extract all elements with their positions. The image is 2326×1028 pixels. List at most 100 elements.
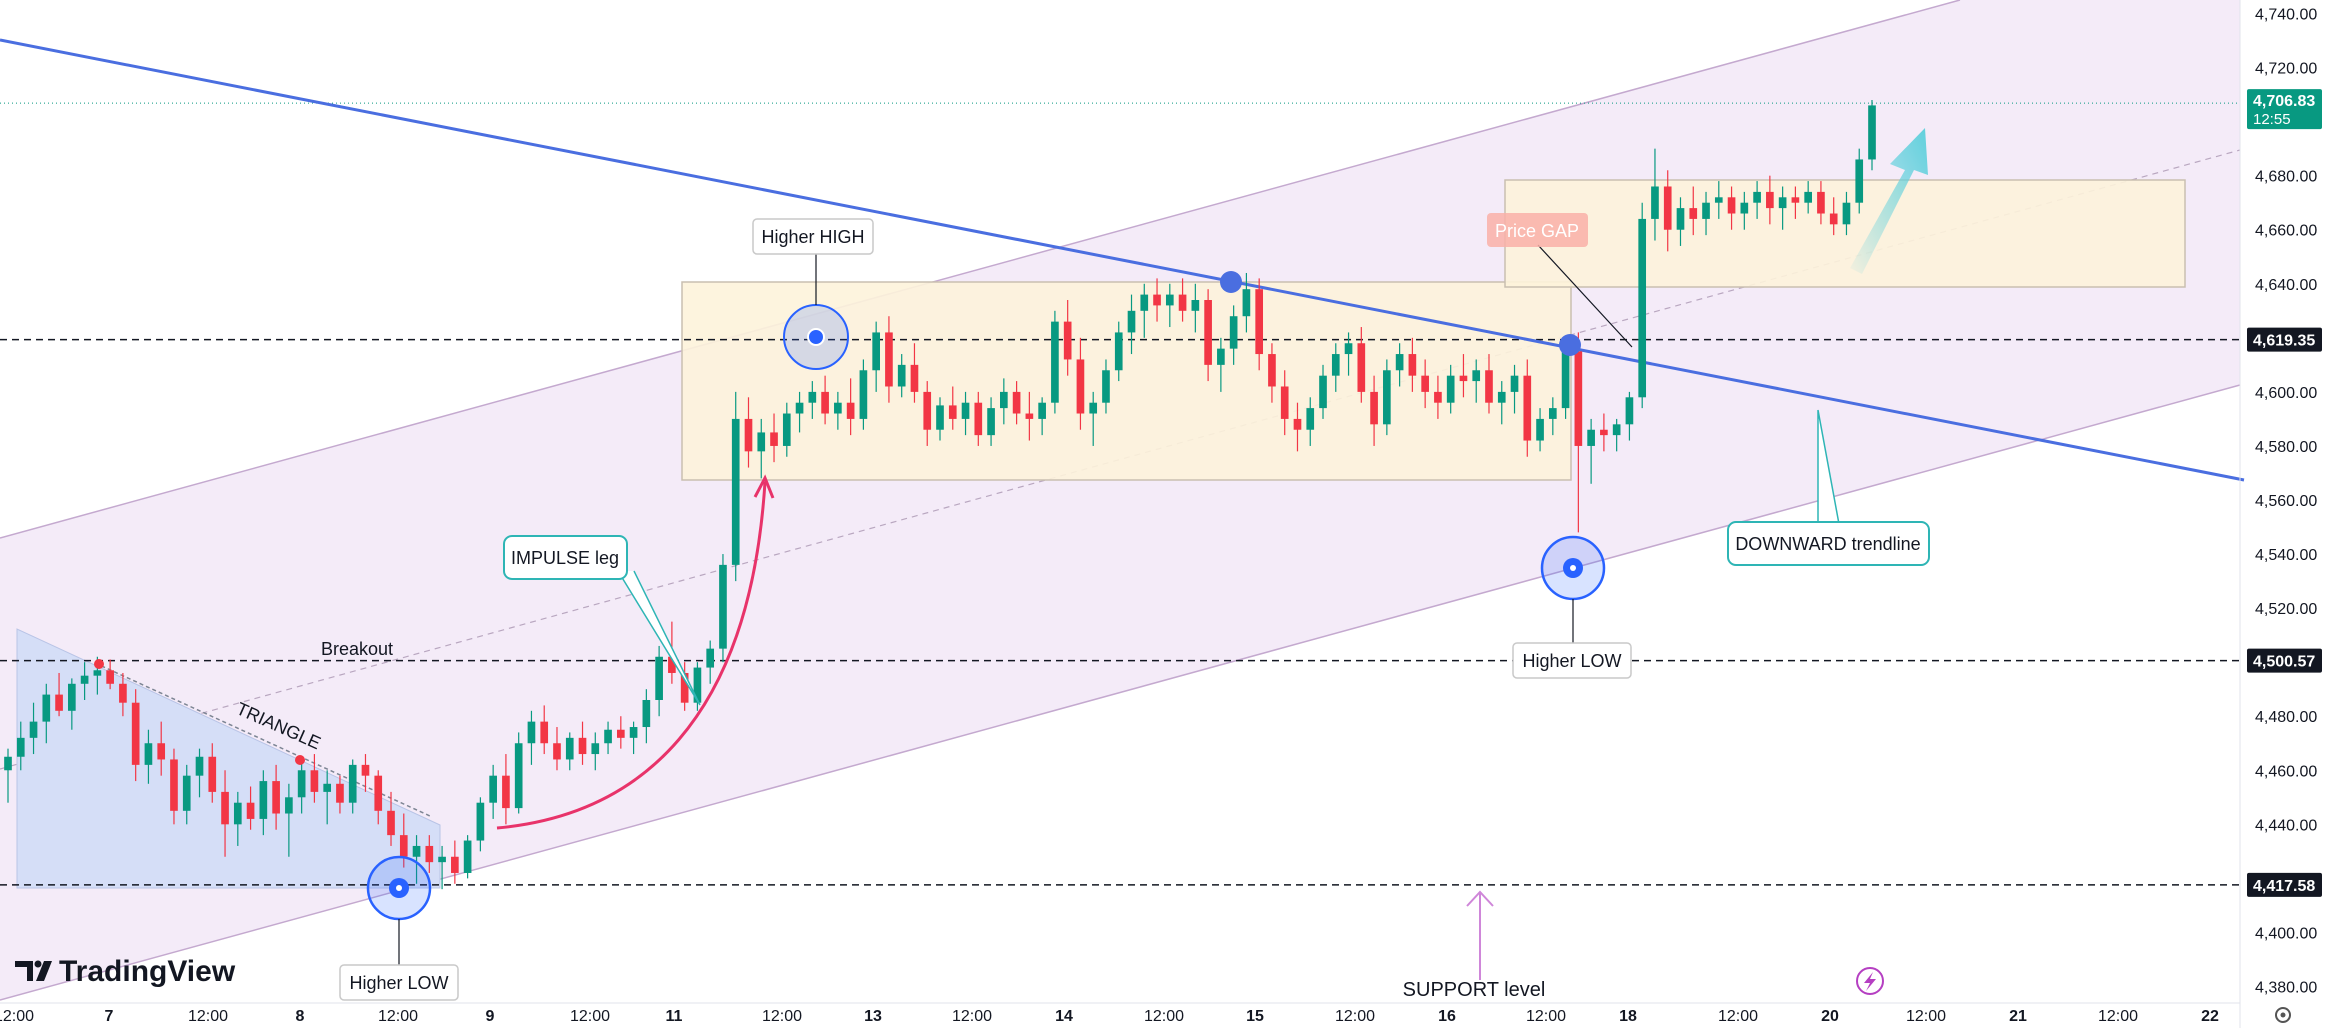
candle: [578, 721, 587, 765]
candle-body: [629, 727, 638, 738]
candle: [1855, 148, 1864, 214]
candle-body: [604, 729, 612, 744]
candle-body: [1204, 300, 1212, 365]
candle-body: [1076, 359, 1085, 414]
higher-low-right-label: Higher LOW: [1512, 642, 1632, 679]
candle-body: [1408, 354, 1417, 376]
candle-body: [616, 729, 625, 738]
candle-body: [961, 402, 970, 419]
price-gap-label: Price GAP: [1487, 213, 1588, 247]
candle-body: [1829, 213, 1838, 225]
candle-body: [936, 405, 944, 430]
impulse-leg-text: IMPULSE leg: [511, 548, 619, 568]
time-tick-label: 12:00: [378, 1008, 418, 1025]
candle-body: [706, 648, 715, 668]
channel-upper-line: [0, 0, 1961, 539]
candle: [233, 791, 242, 846]
candle-body: [1536, 418, 1544, 441]
candle: [680, 662, 689, 711]
level-price-value: 4,619.35: [2253, 333, 2315, 350]
candle-body: [1421, 375, 1429, 392]
candle: [1395, 343, 1404, 387]
candle-body: [55, 694, 63, 711]
candle-body: [476, 802, 485, 841]
candle: [642, 689, 651, 744]
downward-trendline[interactable]: [0, 38, 2245, 482]
candle: [1459, 354, 1468, 398]
candle: [80, 662, 89, 700]
price-axis[interactable]: 4,740.00 4,720.00 4,680.00 4,660.00 4,640.00…: [2247, 7, 2322, 997]
price-tick-label: 4,480.00: [2255, 709, 2317, 726]
level-price-badge: 4,619.35: [2247, 327, 2322, 352]
candle-body: [4, 756, 12, 771]
candle-body: [642, 700, 651, 728]
candle: [144, 729, 153, 784]
candle-body: [42, 694, 51, 722]
candle-body: [565, 737, 574, 760]
candle: [323, 770, 332, 825]
price-tick-label: 4,640.00: [2255, 277, 2317, 294]
candle: [4, 748, 12, 803]
candle-body: [1804, 191, 1812, 203]
candle-body: [68, 683, 76, 711]
candle: [1804, 181, 1812, 214]
candle: [987, 397, 995, 446]
candle: [1344, 332, 1353, 376]
candle-body: [1357, 343, 1366, 392]
candle-body: [1702, 202, 1710, 219]
candle: [1446, 364, 1455, 414]
lightning-icon[interactable]: [1856, 967, 1884, 995]
candle: [1714, 181, 1723, 219]
candle: [948, 386, 957, 430]
candle: [629, 721, 638, 755]
triangle-touch-point-1: [94, 659, 104, 669]
candle: [1165, 283, 1174, 328]
candle-body: [591, 743, 600, 755]
candle: [1268, 343, 1276, 403]
candle-body: [1395, 354, 1404, 371]
price-tick-label: 4,740.00: [2255, 7, 2317, 24]
candle-body: [1268, 354, 1276, 387]
candle-body: [119, 683, 127, 703]
candle-body: [1459, 375, 1468, 382]
settings-gear-icon[interactable]: [2275, 1007, 2291, 1023]
candle: [297, 762, 306, 814]
candle: [208, 743, 217, 803]
target-arrow: [1850, 128, 1928, 274]
impulse-curved-arrow: [496, 481, 767, 830]
candle-body: [1344, 343, 1353, 355]
candle-body: [1612, 424, 1621, 436]
price-tick-label: 4,400.00: [2255, 925, 2317, 942]
candle: [1676, 197, 1685, 246]
candle: [1153, 278, 1161, 322]
candle-body: [782, 413, 791, 446]
candle-body: [1676, 208, 1685, 230]
candle: [897, 354, 906, 398]
candle: [1574, 332, 1583, 533]
time-tick-label: 18: [1619, 1008, 1637, 1025]
time-tick-label: 12:00: [762, 1008, 802, 1025]
candle-body: [834, 402, 842, 414]
time-axis[interactable]: 12:00 7 12:00 8 12:00 9 12:00 11 12:00 13 12:00 14 1…: [0, 1008, 2219, 1025]
time-tick-label: 22: [2201, 1008, 2219, 1025]
candle-body: [514, 743, 523, 809]
candle-body: [1012, 391, 1021, 414]
candle: [1548, 397, 1557, 436]
candle-body: [1178, 294, 1187, 311]
higher-high-text: Higher HIGH: [761, 227, 864, 247]
candle: [974, 391, 983, 446]
candle: [961, 391, 970, 436]
candle-body: [680, 672, 689, 703]
candle: [859, 359, 868, 430]
candle-body: [131, 702, 140, 765]
candle: [451, 840, 459, 884]
candle-body: [1319, 375, 1327, 409]
candle: [1434, 375, 1442, 419]
candle-body: [399, 835, 408, 857]
candle-body: [157, 743, 166, 760]
candle: [1472, 359, 1481, 403]
candle: [1740, 191, 1749, 230]
candle-body: [1740, 202, 1749, 214]
price-tick-label: 4,680.00: [2255, 169, 2317, 186]
